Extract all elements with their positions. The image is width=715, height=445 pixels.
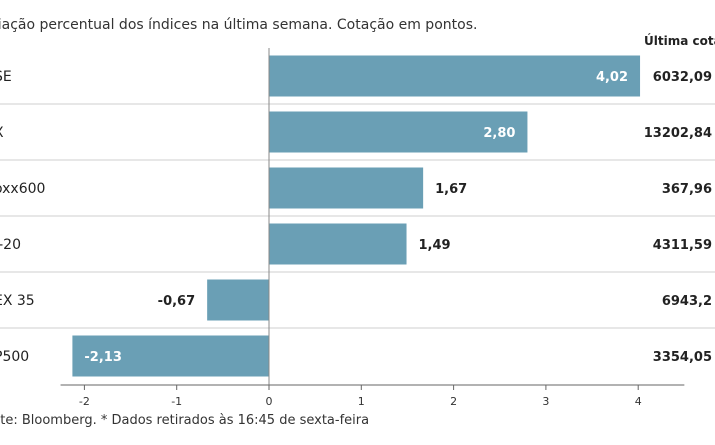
bar: [269, 223, 407, 265]
last-quote-value: 4311,59: [653, 238, 712, 253]
last-quote-value: 6032,09: [653, 70, 712, 85]
chart-subtitle: riação percentual dos índices na última …: [0, 17, 478, 33]
last-quote-value: 13202,84: [644, 126, 712, 141]
category-label: I-20: [0, 237, 21, 253]
last-quote-value: 367,96: [662, 182, 712, 197]
x-tick-label: -1: [171, 395, 182, 408]
x-tick-label: 4: [635, 395, 642, 408]
category-label: P500: [0, 349, 29, 365]
source-note: nte: Bloomberg. * Dados retirados às 16:…: [0, 413, 370, 428]
last-quote-value: 3354,05: [653, 350, 712, 365]
x-tick-label: 3: [542, 395, 549, 408]
x-tick-label: -2: [79, 395, 90, 408]
category-label: oxx600: [0, 181, 45, 197]
value-label: 2,80: [483, 126, 515, 141]
bar: [207, 279, 269, 321]
bar: [269, 167, 424, 209]
value-label: 4,02: [596, 70, 628, 85]
x-tick-label: 1: [358, 395, 365, 408]
value-label: -2,13: [84, 350, 121, 365]
value-label: 1,49: [419, 238, 451, 253]
value-label: 1,67: [435, 182, 467, 197]
category-label: EX 35: [0, 293, 35, 309]
x-tick-label: 0: [266, 395, 273, 408]
value-label: -0,67: [158, 294, 195, 309]
category-label: X: [0, 125, 4, 141]
last-quote-value: 6943,2: [662, 294, 712, 309]
category-label: SE: [0, 69, 12, 85]
last-quote-header: Última cotaç: [644, 34, 715, 48]
x-tick-label: 2: [450, 395, 457, 408]
bar: [269, 111, 528, 153]
bar: [269, 55, 641, 97]
bar: [72, 335, 269, 377]
